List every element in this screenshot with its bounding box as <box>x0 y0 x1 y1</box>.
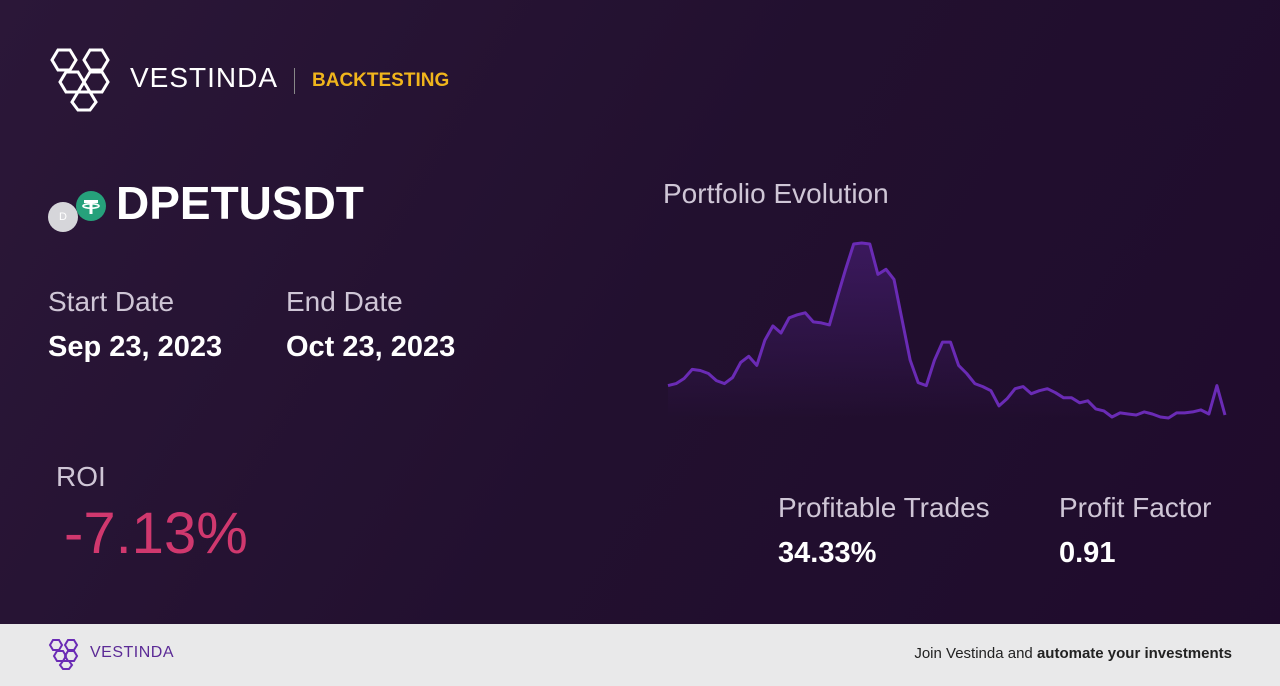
footer: VESTINDA Join Vestinda and automate your… <box>0 624 1280 686</box>
quote-icon <box>76 191 106 221</box>
footer-plain: Join Vestinda and <box>914 645 1033 662</box>
tag: BACKTESTING <box>312 70 450 91</box>
stat-label: Profit Factor <box>1059 492 1212 523</box>
stat-label: Profitable Trades <box>778 492 990 523</box>
chart <box>667 241 1227 420</box>
roi-label: ROI <box>56 461 106 492</box>
footer-brand: VESTINDA <box>90 644 175 661</box>
footer-logo <box>48 639 79 670</box>
stat-value: 34.33% <box>778 537 877 569</box>
area <box>668 243 1225 418</box>
stat-value: 0.91 <box>1059 537 1116 569</box>
footer-text: Join Vestinda and automate your investme… <box>914 645 1232 662</box>
end-label: End Date <box>286 286 403 317</box>
roi-value: -7.13% <box>64 501 248 566</box>
brand: VESTINDA <box>130 62 279 93</box>
asset-icon: D <box>48 202 78 232</box>
footer-bold: automate your investments <box>1036 645 1232 662</box>
logo <box>50 48 110 112</box>
symbol: DPETUSDT <box>116 177 364 229</box>
separator <box>294 68 295 94</box>
start-value: Sep 23, 2023 <box>48 331 223 363</box>
chart-title: Portfolio Evolution <box>663 178 889 209</box>
start-label: Start Date <box>48 286 175 317</box>
line <box>667 241 1227 420</box>
end-value: Oct 23, 2023 <box>286 331 456 363</box>
